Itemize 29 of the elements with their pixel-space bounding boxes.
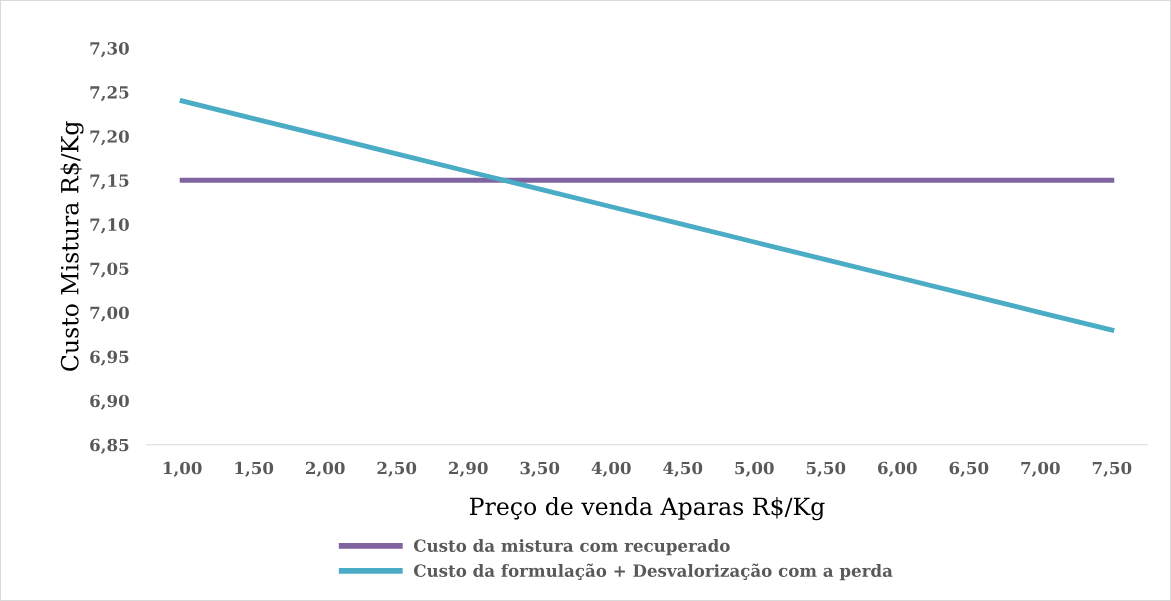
y-tick-label: 7,20 bbox=[90, 130, 129, 146]
x-tick-label: 6,50 bbox=[949, 461, 989, 477]
y-tick-label: 6,85 bbox=[90, 438, 129, 454]
x-tick-label: 2,00 bbox=[305, 461, 345, 477]
x-tick-label: 1,00 bbox=[163, 461, 202, 477]
x-axis-title: Preço de venda Aparas R$/Kg bbox=[469, 496, 825, 521]
x-tick-label: 4,00 bbox=[591, 461, 631, 477]
y-tick-label: 7,00 bbox=[90, 306, 129, 322]
y-tick-label: 7,30 bbox=[90, 42, 129, 58]
y-tick-label: 6,95 bbox=[90, 350, 129, 366]
x-tick-label: 5,00 bbox=[735, 461, 774, 477]
y-tick-label: 6,90 bbox=[90, 394, 129, 410]
y-tick-label: 7,15 bbox=[90, 174, 129, 190]
x-tick-label: 4,50 bbox=[663, 461, 703, 477]
x-tick-label: 7,00 bbox=[1021, 461, 1060, 477]
y-axis-title: Custo Mistura R$/Kg bbox=[60, 121, 84, 371]
x-tick-label: 6,00 bbox=[878, 461, 917, 477]
y-tick-label: 7,05 bbox=[90, 262, 129, 278]
x-tick-label: 1,50 bbox=[235, 461, 274, 477]
y-tick-label: 7,25 bbox=[90, 86, 129, 102]
legend-label: Custo da formulação + Desvalorização com a perda bbox=[413, 563, 893, 581]
y-tick-label: 7,10 bbox=[90, 218, 129, 234]
x-tick-label: 5,50 bbox=[806, 461, 846, 477]
x-tick-label: 7,50 bbox=[1092, 461, 1132, 477]
x-tick-label: 2,50 bbox=[377, 461, 417, 477]
line-series bbox=[179, 98, 1115, 333]
x-tick-label: 3,50 bbox=[520, 461, 560, 477]
x-tick-label: 2,90 bbox=[449, 461, 488, 477]
legend-label: Custo da mistura com recuperado bbox=[413, 539, 730, 556]
